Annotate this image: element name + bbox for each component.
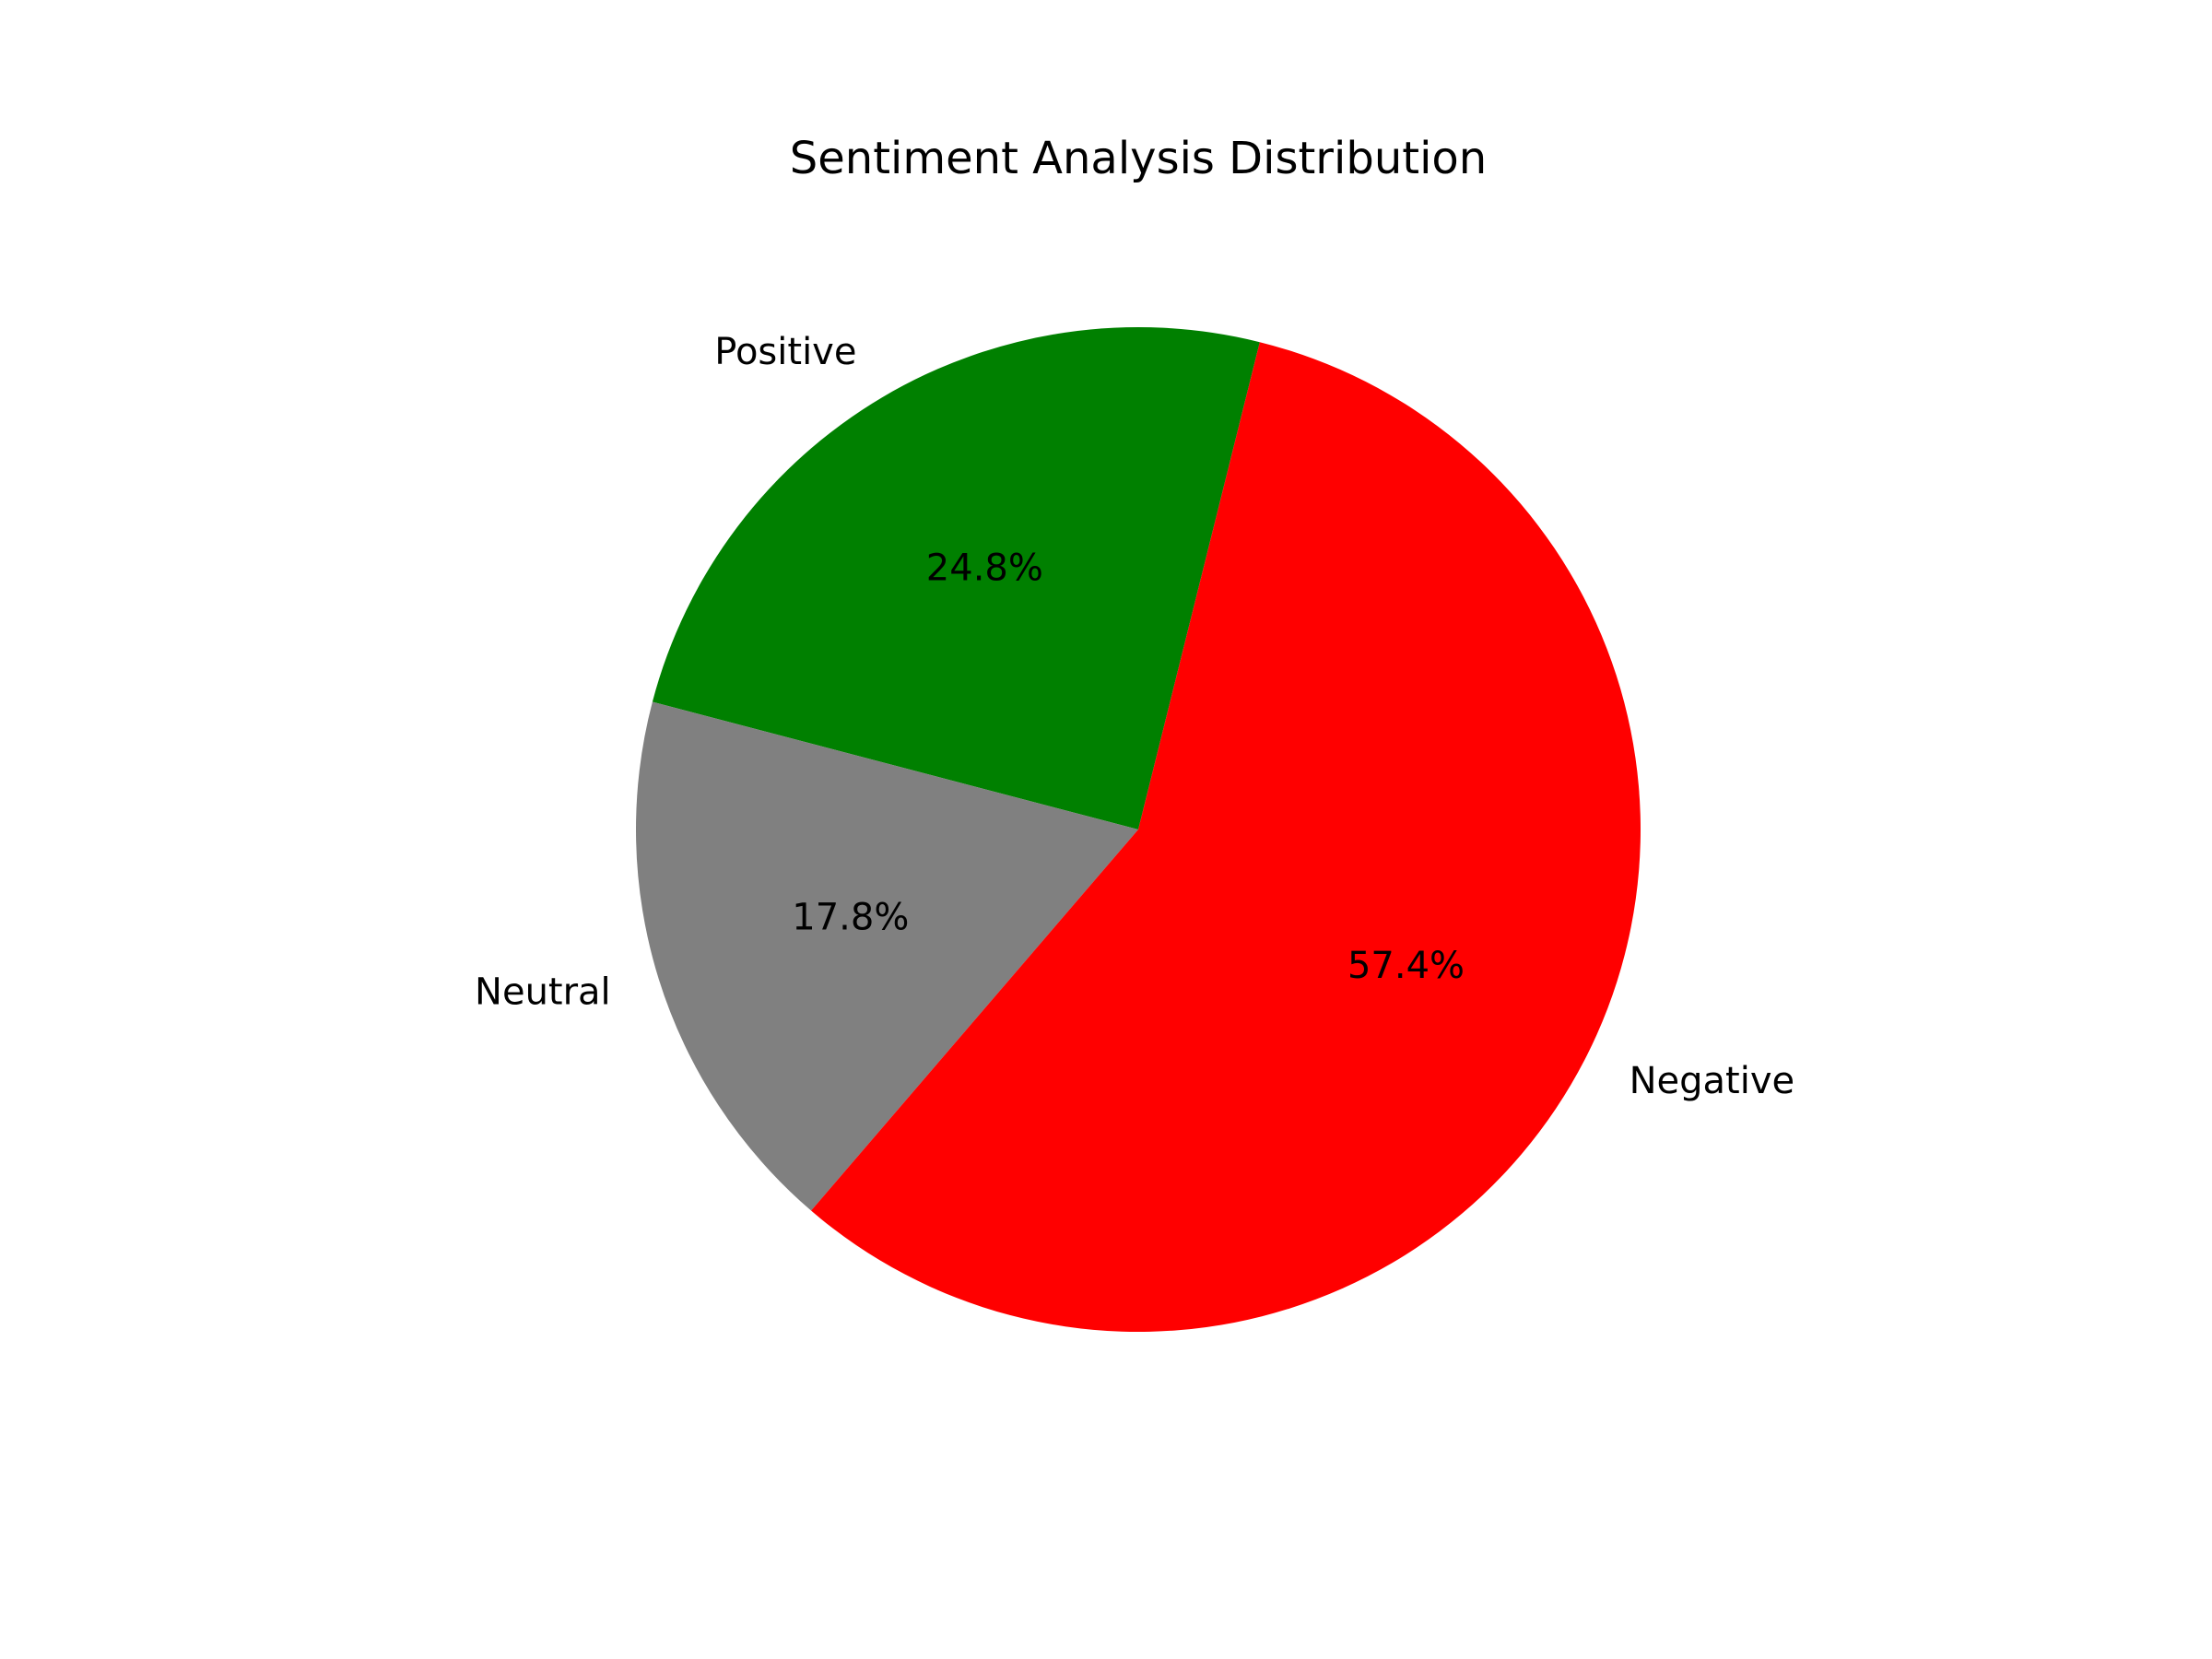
- pie-slice-negative: [811, 342, 1641, 1332]
- percent-label-positive: 24.8%: [926, 547, 1043, 590]
- slice-label-positive: Positive: [714, 331, 856, 373]
- percent-label-negative: 57.4%: [1347, 945, 1465, 987]
- pie-slices: [636, 327, 1641, 1332]
- chart-title: Sentiment Analysis Distribution: [790, 133, 1487, 184]
- pie-slice-positive: [652, 327, 1260, 830]
- percent-label-neutral: 17.8%: [792, 896, 909, 938]
- pie-labels: Positive 24.8% Neutral 17.8% Negative 57.4%: [475, 331, 1794, 1102]
- pie-slice-neutral: [636, 701, 1138, 1211]
- slice-label-negative: Negative: [1630, 1060, 1795, 1102]
- slice-label-neutral: Neutral: [475, 971, 611, 1013]
